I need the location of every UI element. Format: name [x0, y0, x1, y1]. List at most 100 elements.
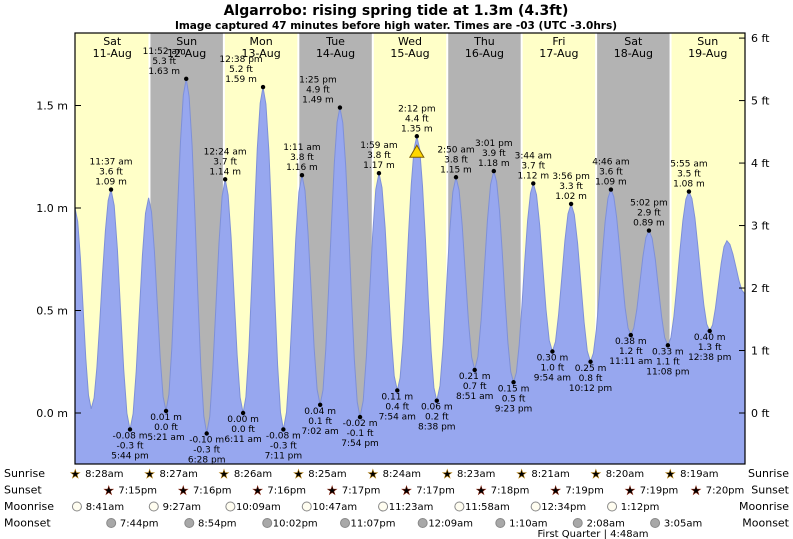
moonset-icon: [495, 518, 506, 528]
sunrise-icon: ★: [442, 467, 453, 481]
moonset-icon: [417, 518, 428, 528]
tide-extreme-dot: [317, 402, 323, 407]
left-axis-label: 1.5 m: [36, 100, 68, 113]
low-tide-annotation-line: -0.02 m: [343, 419, 378, 429]
tide-extreme-dot: [491, 168, 497, 174]
moonset-icon: [106, 518, 117, 528]
astro-time: 3:05am: [664, 519, 702, 530]
low-tide-annotation-line: -0.08 m: [266, 431, 301, 441]
astro-time: 10:02pm: [273, 519, 318, 530]
sunset-icon: ★: [401, 484, 412, 498]
low-tide-annotation-line: 5:44 pm: [111, 451, 149, 461]
low-tide-annotation-line: 0.0 ft: [154, 423, 178, 433]
tide-extreme-dot: [127, 427, 133, 432]
moon-phase-footer: First Quarter | 4:48am: [538, 529, 649, 539]
day-band-separator: [520, 33, 523, 464]
astro-time: 11:58am: [465, 502, 510, 513]
page-title: Algarrobo: rising spring tide at 1.3m (4…: [224, 3, 569, 19]
low-tide-annotation-line: 7:11 pm: [265, 451, 303, 461]
astro-time: 1:10am: [509, 519, 547, 530]
astro-time: 2:08am: [587, 519, 625, 530]
low-tide-annotation-line: 0.30 m: [537, 354, 569, 364]
low-tide-annotation-line: 0.15 m: [498, 384, 530, 394]
high-tide-annotation-line: 3:44 am: [515, 151, 552, 161]
left-axis-label: 0.5 m: [36, 305, 68, 318]
high-tide-annotation-line: 1.15 m: [440, 165, 472, 175]
day-label-name: Sun: [697, 35, 718, 48]
low-tide-annotation-line: 11:11 am: [609, 357, 652, 367]
sunrise-icon: ★: [665, 467, 676, 481]
day-label-date: 13-Aug: [242, 47, 281, 60]
astro-time: 7:19pm: [565, 486, 604, 497]
moonrise-icon: [148, 501, 159, 512]
sunset-icon: ★: [476, 484, 487, 498]
day-label-name: Fri: [552, 35, 565, 48]
high-tide-annotation-line: 3.8 ft: [444, 155, 468, 165]
high-tide-annotation-line: 3:56 pm: [552, 172, 590, 182]
tide-extreme-dot: [376, 170, 382, 176]
high-tide-annotation-line: 12:38 pm: [219, 55, 262, 65]
moonset-icon: [650, 518, 661, 528]
day-label-date: 15-Aug: [390, 47, 429, 60]
astro-time: 7:16pm: [193, 486, 232, 497]
day-label-date: 19-Aug: [688, 47, 727, 60]
high-tide-annotation-line: 1.12 m: [517, 171, 549, 181]
sunrise-icon: ★: [219, 467, 230, 481]
astro-time: 8:24am: [383, 469, 421, 480]
low-tide-annotation-line: 0.2 ft: [425, 413, 449, 423]
high-tide-annotation-line: 0.89 m: [633, 219, 665, 229]
right-axis-label: 3 ft: [751, 220, 770, 233]
low-tide-annotation-line: -0.08 m: [113, 431, 148, 441]
low-tide-annotation-line: 0.25 m: [575, 364, 607, 374]
astro-time: 12:34pm: [541, 502, 586, 513]
high-tide-annotation-line: 5.2 ft: [229, 65, 253, 75]
moonrise-icon: [530, 501, 541, 512]
astro-time: 10:47am: [312, 502, 357, 513]
sunset-icon: ★: [252, 484, 263, 498]
astro-time: 7:16pm: [267, 486, 306, 497]
tide-extreme-dot: [240, 410, 246, 416]
astro-time: 8:26am: [234, 469, 272, 480]
low-tide-annotation-line: -0.3 ft: [270, 441, 297, 451]
low-tide-annotation-line: 1.0 ft: [541, 364, 565, 374]
astro-time: 7:44pm: [120, 519, 159, 530]
high-tide-annotation-line: 1.49 m: [302, 96, 334, 106]
tide-extreme-dot: [222, 177, 228, 182]
high-tide-annotation-line: 1.14 m: [209, 167, 241, 177]
moonrise-icon: [301, 501, 312, 512]
axes-frame: 0.0 m 0.5 m 1.0 m 1.5 m 0 ft 1 ft 2 ft 3 ft 4 ft…: [36, 32, 770, 465]
high-tide-annotation-line: 3.6 ft: [99, 168, 123, 178]
high-tide-annotation-line: 12:24 am: [204, 147, 247, 157]
sunset-icon: ★: [178, 484, 189, 498]
tide-extreme-dot: [588, 359, 593, 364]
astro-time: 8:19am: [680, 469, 718, 480]
tide-extreme-dot: [646, 228, 652, 233]
high-tide-annotation-line: 5:55 am: [670, 160, 707, 170]
low-tide-annotation-line: 0.5 ft: [502, 394, 526, 404]
high-tide-annotation-line: 1.35 m: [401, 124, 433, 134]
astro-time: 8:28am: [85, 469, 123, 480]
tide-extreme-dot: [665, 343, 671, 348]
astro-time: 11:23am: [389, 502, 434, 513]
low-tide-annotation-line: 0.01 m: [150, 413, 182, 423]
high-tide-annotation-line: 1.08 m: [673, 180, 705, 190]
tide-extreme-dot: [434, 398, 439, 403]
moonrise-icon: [225, 501, 236, 512]
high-tide-annotation-line: 3.6 ft: [599, 168, 623, 178]
tide-extreme-dot: [299, 173, 305, 178]
astro-time: 8:20am: [606, 469, 644, 480]
day-label-name: Sun: [176, 35, 197, 48]
sunrise-icon: ★: [144, 467, 155, 481]
low-tide-annotation-line: 0.33 m: [652, 347, 684, 357]
low-tide-annotation-line: 7:02 am: [301, 427, 338, 437]
high-tide-annotation-line: 2:12 pm: [398, 104, 436, 114]
astro-time: 8:23am: [457, 469, 495, 480]
astro-row-label-left: Sunrise: [4, 467, 45, 480]
astro-rows: Sunrise Sunrise ★ 8:28am ★ 8:27am ★ 8:26am ★ 8:25…: [4, 467, 790, 530]
left-axis-label: 1.0 m: [36, 202, 68, 215]
day-label-name: Tue: [325, 35, 345, 48]
astro-time: 9:27am: [163, 502, 201, 513]
high-tide-annotation-line: 1.02 m: [555, 192, 587, 202]
high-tide-annotation-line: 3.8 ft: [367, 151, 391, 161]
day-label-name: Thu: [473, 35, 495, 48]
